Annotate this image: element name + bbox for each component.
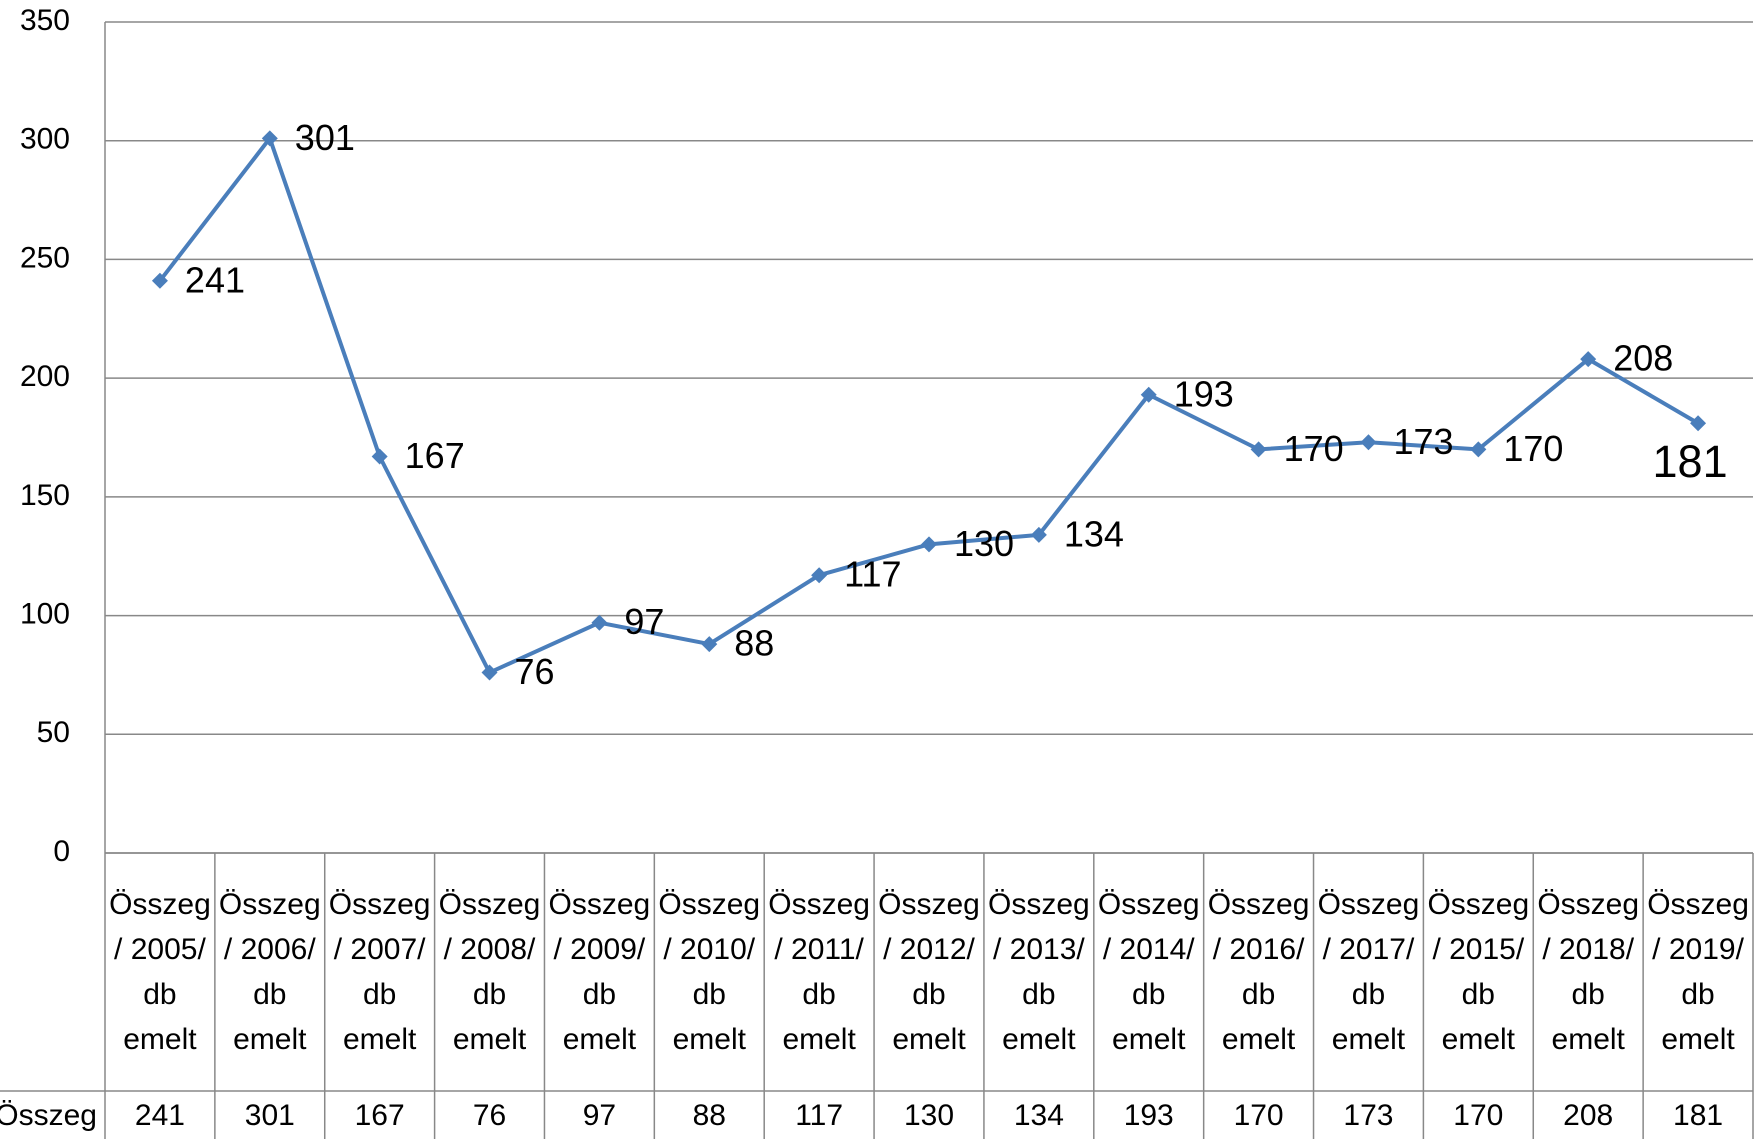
x-tick-label-box: Összeg / 2018/ db emelt (1537, 888, 1640, 1056)
table-value: 241 (135, 1099, 185, 1132)
marker (481, 664, 498, 681)
data-label: 241 (185, 259, 245, 300)
data-label: 167 (405, 435, 465, 476)
marker (261, 130, 278, 147)
table-value: 170 (1234, 1099, 1284, 1132)
table-series-name: Összeg (0, 1099, 97, 1132)
marker (371, 448, 388, 465)
x-tick-label-box: Összeg / 2007/ db emelt (328, 888, 431, 1056)
table-value: 134 (1014, 1099, 1064, 1132)
x-tick-label: Összeg / 2008/ db emelt (438, 888, 541, 1056)
x-tick-label-box: Összeg / 2013/ db emelt (987, 888, 1090, 1056)
table-value: 130 (904, 1099, 954, 1132)
y-tick-label: 0 (53, 835, 70, 868)
x-tick-label-box: Összeg / 2006/ db emelt (218, 888, 321, 1056)
x-tick-label-box: Összeg / 2019/ db emelt (1647, 888, 1749, 1056)
marker (921, 536, 937, 553)
x-tick-label: Összeg / 2009/ db emelt (548, 888, 651, 1056)
data-label: 181 (1653, 436, 1728, 487)
marker (151, 272, 168, 289)
x-tick-label-box: Összeg / 2008/ db emelt (438, 888, 541, 1056)
data-label: 134 (1064, 513, 1124, 554)
marker (1690, 415, 1707, 432)
table-value: 301 (245, 1099, 295, 1132)
marker (1250, 441, 1267, 458)
x-tick-label-box: Összeg / 2017/ db emelt (1317, 888, 1420, 1056)
x-tick-label: Összeg / 2013/ db emelt (987, 888, 1090, 1056)
marker (1580, 351, 1597, 368)
data-label: 117 (844, 554, 901, 595)
y-tick-label: 150 (20, 479, 70, 512)
table-value: 97 (583, 1099, 616, 1132)
marker (1030, 526, 1047, 543)
table-value: 76 (473, 1099, 506, 1132)
x-tick-label-box: Összeg / 2011/ db emelt (768, 888, 870, 1056)
x-tick-label: Összeg / 2018/ db emelt (1537, 888, 1640, 1056)
x-tick-label: Összeg / 2014/ db emelt (1097, 888, 1200, 1056)
y-tick-label: 250 (20, 241, 70, 274)
table-value: 193 (1124, 1099, 1174, 1132)
y-tick-label: 300 (20, 123, 70, 156)
data-label: 170 (1284, 428, 1344, 469)
x-tick-label: Összeg / 2006/ db emelt (218, 888, 321, 1056)
x-tick-label: Összeg / 2015/ db emelt (1427, 888, 1530, 1056)
data-label: 173 (1393, 421, 1453, 462)
data-label: 76 (515, 651, 555, 692)
data-label: 130 (954, 523, 1014, 564)
table-value: 167 (355, 1099, 405, 1132)
marker (811, 567, 828, 584)
y-tick-label: 100 (20, 597, 70, 630)
x-tick-label-box: Összeg / 2012/ db emelt (878, 888, 980, 1056)
x-tick-label: Összeg / 2005/ db emelt (109, 888, 211, 1056)
y-tick-label: 350 (20, 4, 70, 37)
x-tick-label: Összeg / 2017/ db emelt (1317, 888, 1420, 1056)
data-label: 193 (1174, 373, 1234, 414)
x-tick-label: Összeg / 2012/ db emelt (878, 888, 980, 1056)
table-value: 170 (1453, 1099, 1503, 1132)
x-tick-label: Összeg / 2011/ db emelt (768, 888, 870, 1056)
x-tick-label-box: Összeg / 2005/ db emelt (109, 888, 211, 1056)
table-value: 117 (795, 1099, 843, 1132)
data-label: 97 (624, 601, 664, 642)
data-label: 208 (1613, 338, 1673, 379)
marker (1470, 441, 1487, 458)
marker (591, 614, 608, 631)
x-tick-label-box: Összeg / 2010/ db emelt (658, 888, 761, 1056)
x-tick-label-box: Összeg / 2016/ db emelt (1207, 888, 1310, 1056)
data-label: 170 (1503, 428, 1563, 469)
y-tick-label: 200 (20, 360, 70, 393)
marker (701, 636, 718, 653)
data-label: 88 (734, 623, 774, 664)
x-tick-label: Összeg / 2007/ db emelt (328, 888, 431, 1056)
x-tick-label-box: Összeg / 2014/ db emelt (1097, 888, 1200, 1056)
table-value: 173 (1343, 1099, 1393, 1132)
line (158, 136, 1700, 675)
data-label: 301 (295, 117, 355, 158)
table-value: 181 (1673, 1099, 1723, 1132)
x-tick-label: Összeg / 2010/ db emelt (658, 888, 761, 1056)
table-value: 88 (693, 1099, 726, 1132)
x-tick-label: Összeg / 2019/ db emelt (1647, 888, 1749, 1056)
y-tick-label: 50 (37, 716, 70, 749)
marker (1360, 434, 1377, 451)
marker (1140, 386, 1157, 403)
table-value: 208 (1563, 1099, 1613, 1132)
x-tick-label-box: Összeg / 2009/ db emelt (548, 888, 651, 1056)
x-tick-label: Összeg / 2016/ db emelt (1207, 888, 1310, 1056)
x-tick-label-box: Összeg / 2015/ db emelt (1427, 888, 1530, 1056)
